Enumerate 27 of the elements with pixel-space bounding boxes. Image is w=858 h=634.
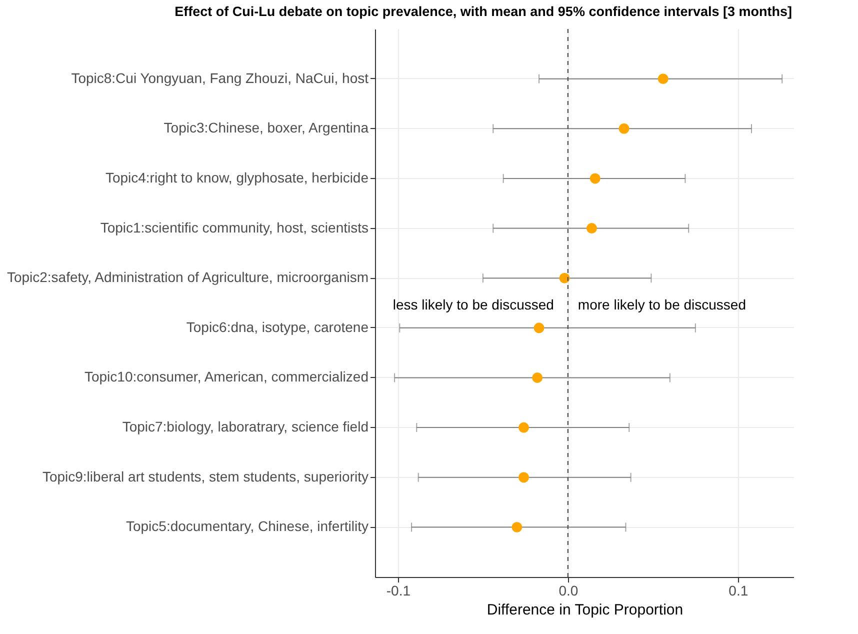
y-tick-label: Topic1:scientific community, host, scientists	[100, 219, 368, 236]
point	[586, 223, 597, 234]
point	[658, 74, 668, 84]
y-tick-label: Topic6:dna, isotype, carotene	[186, 318, 369, 335]
point	[532, 372, 543, 383]
y-tick-label: Topic9:liberal art students, stem students, superiority	[42, 468, 368, 484]
annotation: less likely to be discussed	[392, 296, 554, 313]
point	[512, 522, 522, 532]
point	[518, 422, 529, 433]
x-axis-title: Difference in Topic Proportion	[486, 602, 684, 618]
y-tick-label: Topic3:Chinese, boxer, Argentina	[164, 120, 369, 136]
y-tick-label: Topic5:documentary, Chinese, infertility	[126, 518, 368, 534]
point	[559, 272, 570, 284]
point	[518, 472, 529, 483]
point	[618, 123, 630, 134]
chart-title: Effect of Cui-Lu debate on topic prevalence, with mean and 95% confidence intervals [3 months]	[174, 4, 792, 19]
x-tick-label: -0.1	[386, 582, 411, 598]
point	[534, 322, 544, 334]
y-tick-label: Topic8:Cui Yongyuan, Fang Zhouzi, NaCui, host	[71, 70, 369, 86]
y-tick-label: Topic2:safety, Administration of Agriculture, microorganism	[6, 269, 368, 286]
x-tick-label: 0.0	[558, 582, 578, 598]
x-tick-label: 0.1	[728, 582, 748, 598]
y-tick-label: Topic4:right to know, glyphosate, herbicide	[105, 169, 369, 186]
y-tick-label: Topic10:consumer, American, commercialized	[84, 368, 368, 385]
annotation: more likely to be discussed	[578, 296, 746, 313]
y-tick-label: Topic7:biology, laboratrary, science field	[122, 418, 368, 435]
point	[590, 173, 600, 184]
